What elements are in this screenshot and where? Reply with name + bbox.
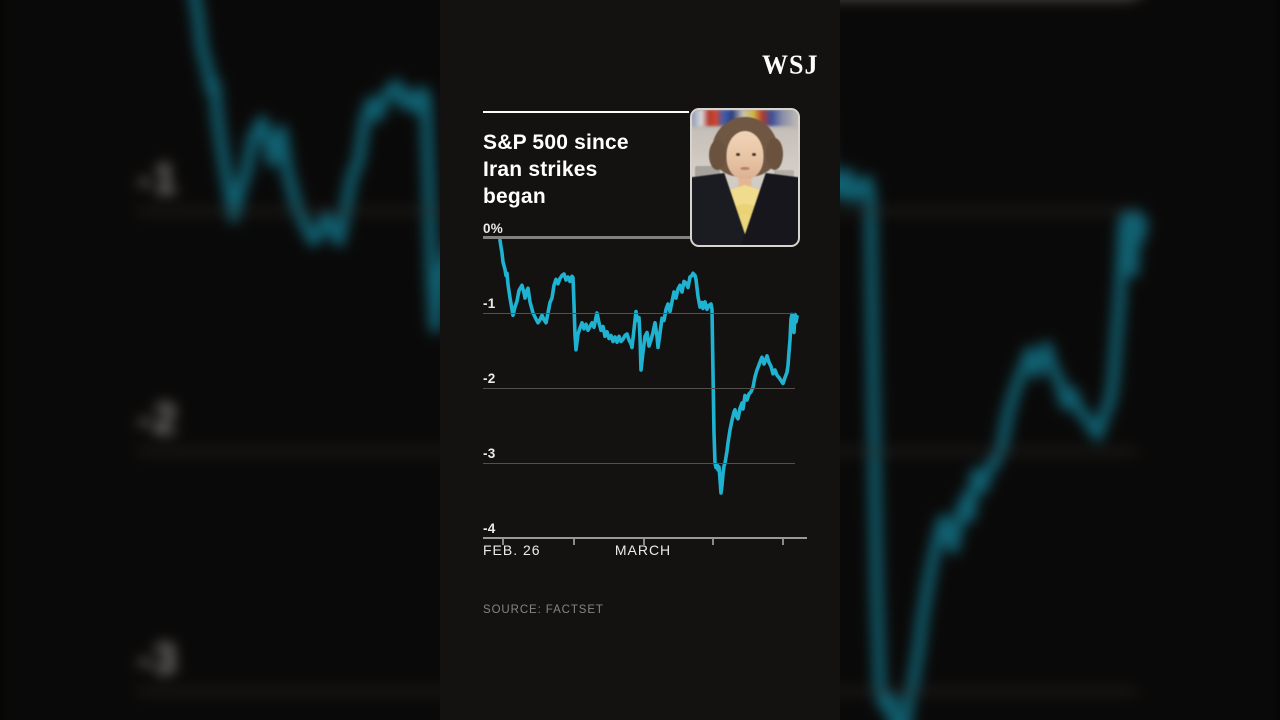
y-gridline xyxy=(483,388,795,389)
y-tick-label: -2 xyxy=(483,371,496,386)
source-label: SOURCE: FACTSET xyxy=(483,604,604,616)
x-axis-tick xyxy=(643,539,645,545)
presenter-hair-curl-left xyxy=(709,140,726,170)
presenter-mouth xyxy=(740,167,750,170)
video-frame-content: 0% -1 -2 -3 -4 FEB. 26 MARCH SOURCE: FACTSET xyxy=(440,0,840,720)
presenter-blouse-bow xyxy=(732,204,758,217)
y-tick-label: -1 xyxy=(137,155,178,204)
headline-line-2: Iran strikes xyxy=(483,158,598,181)
x-axis-tick xyxy=(712,539,714,545)
presenter-hair-curl-right xyxy=(766,138,783,170)
y-gridline xyxy=(483,463,795,464)
presenter-eye-right xyxy=(752,153,756,156)
presenter-face xyxy=(726,131,764,179)
x-tick-label-feb26: FEB. 26 xyxy=(483,542,541,558)
x-axis-line xyxy=(483,537,807,539)
presenter-photo-art xyxy=(692,110,798,245)
x-axis-tick xyxy=(573,539,575,545)
zero-baseline xyxy=(483,236,795,239)
sp500-line-chart xyxy=(498,238,799,495)
x-axis-tick xyxy=(502,539,504,545)
x-axis-tick xyxy=(782,539,784,545)
x-tick-label-march: MARCH xyxy=(614,542,672,558)
presenter-blouse-bow-tail xyxy=(740,214,750,240)
y-tick-label: -4 xyxy=(483,521,496,536)
headline-rule xyxy=(483,111,689,113)
y-gridline xyxy=(483,313,795,314)
wsj-logo: WSJ xyxy=(762,49,819,80)
y-tick-label: 0% xyxy=(483,221,504,236)
y-tick-label: -1 xyxy=(483,296,496,311)
video-frame[interactable]: 0% -1 -2 -3 -4 FEB. 26 MARCH SOURCE: FACTSET xyxy=(440,0,840,720)
headline-line-3: began xyxy=(483,185,546,208)
presenter-photo xyxy=(690,108,800,247)
chart-headline: S&P 500 since Iran strikes began xyxy=(483,129,713,210)
presenter-eye-left xyxy=(736,153,740,156)
y-tick-label: -3 xyxy=(137,635,178,684)
y-tick-label: -3 xyxy=(483,446,496,461)
chart-plot-area: 0% -1 -2 -3 -4 xyxy=(440,0,840,720)
y-tick-label: -2 xyxy=(137,395,178,444)
sp500-line xyxy=(498,238,799,495)
headline-line-1: S&P 500 since xyxy=(483,131,629,154)
